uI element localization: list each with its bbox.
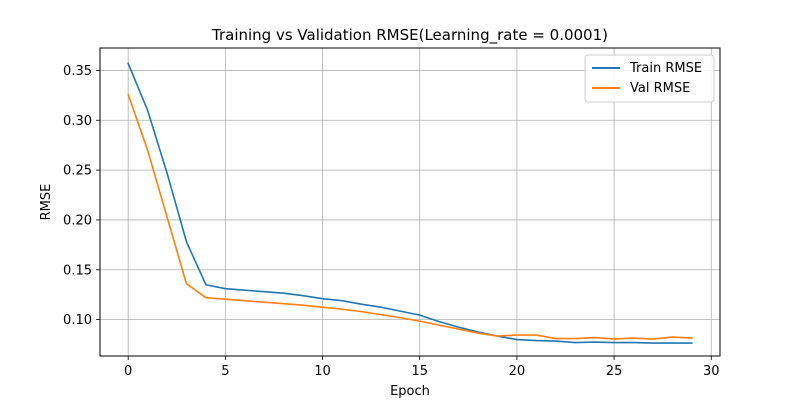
x-axis-label: Epoch (390, 384, 430, 399)
y-tick-label: 0.10 (63, 313, 92, 328)
legend: Train RMSE Val RMSE (584, 54, 715, 103)
x-tick-label: 5 (221, 364, 229, 379)
y-axis-label: RMSE (39, 184, 54, 221)
x-tick-label: 25 (606, 364, 623, 379)
y-tick-label: 0.25 (63, 164, 92, 179)
x-tick-label: 15 (411, 364, 428, 379)
legend-label-train: Train RMSE (629, 61, 702, 76)
y-tick-label: 0.15 (63, 263, 92, 278)
series-line-val-rmse (127, 93, 693, 340)
legend-box (584, 54, 715, 103)
y-tick-label: 0.35 (63, 64, 92, 79)
plot-frame (99, 47, 721, 357)
grid-layer (100, 48, 720, 356)
x-tick-label: 20 (509, 364, 526, 379)
chart-title: Training vs Validation RMSE(Learning_rat… (211, 26, 608, 45)
x-tick-label: 30 (703, 364, 720, 379)
y-tick-label: 0.30 (63, 114, 92, 129)
x-tick-label: 10 (314, 364, 331, 379)
ticks-layer: 0 5 10 15 20 25 30 0.10 0.15 0.20 0.25 0.30 0.35 (63, 64, 719, 379)
y-tick-label: 0.20 (63, 213, 92, 228)
x-tick-label: 0 (124, 364, 132, 379)
series-layer (127, 62, 693, 344)
legend-label-val: Val RMSE (630, 81, 690, 96)
series-line-train-rmse (127, 62, 693, 344)
